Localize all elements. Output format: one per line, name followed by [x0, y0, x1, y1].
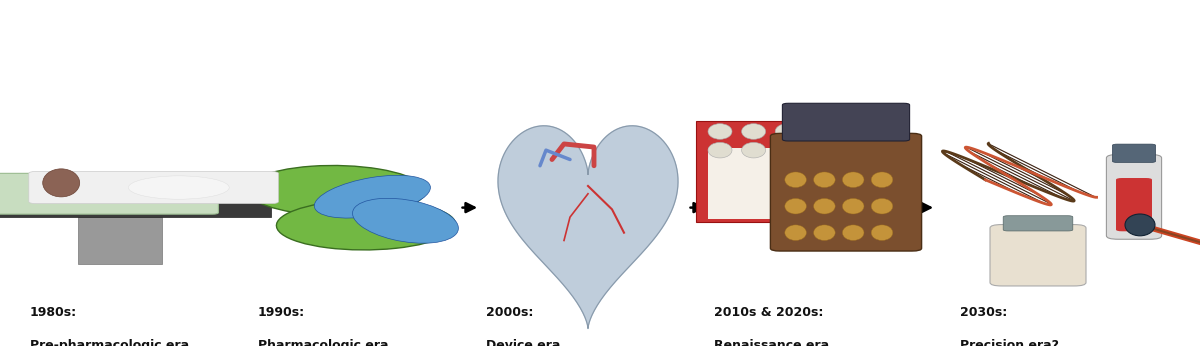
- Ellipse shape: [353, 198, 458, 243]
- FancyBboxPatch shape: [708, 148, 798, 219]
- Text: 1990s:: 1990s:: [258, 306, 305, 319]
- Text: 1980s:: 1980s:: [30, 306, 77, 319]
- Ellipse shape: [276, 200, 456, 250]
- FancyBboxPatch shape: [29, 171, 278, 203]
- Ellipse shape: [708, 124, 732, 139]
- FancyBboxPatch shape: [990, 225, 1086, 286]
- Ellipse shape: [871, 198, 893, 214]
- Polygon shape: [498, 126, 678, 328]
- Ellipse shape: [785, 225, 806, 240]
- FancyBboxPatch shape: [782, 103, 910, 141]
- Ellipse shape: [785, 198, 806, 214]
- Ellipse shape: [842, 198, 864, 214]
- Ellipse shape: [1126, 214, 1154, 236]
- Ellipse shape: [814, 225, 835, 240]
- Text: 2030s:: 2030s:: [960, 306, 1007, 319]
- Text: Renaissance era: Renaissance era: [714, 339, 829, 346]
- Ellipse shape: [128, 176, 229, 199]
- FancyBboxPatch shape: [1116, 178, 1152, 231]
- FancyBboxPatch shape: [1003, 216, 1073, 231]
- Text: 2010s & 2020s:: 2010s & 2020s:: [714, 306, 823, 319]
- Ellipse shape: [871, 172, 893, 188]
- Ellipse shape: [775, 124, 799, 139]
- Text: 2000s:: 2000s:: [486, 306, 533, 319]
- FancyBboxPatch shape: [78, 217, 162, 264]
- Ellipse shape: [43, 169, 79, 197]
- Ellipse shape: [814, 198, 835, 214]
- FancyBboxPatch shape: [1106, 154, 1162, 239]
- Ellipse shape: [871, 225, 893, 240]
- Text: Pharmacologic era: Pharmacologic era: [258, 339, 389, 346]
- Ellipse shape: [742, 124, 766, 139]
- Ellipse shape: [775, 143, 799, 158]
- Ellipse shape: [842, 172, 864, 188]
- Ellipse shape: [742, 143, 766, 158]
- FancyBboxPatch shape: [1112, 144, 1156, 163]
- Ellipse shape: [785, 172, 806, 188]
- Text: Pre-pharmacologic era: Pre-pharmacologic era: [30, 339, 190, 346]
- Ellipse shape: [247, 165, 425, 216]
- Ellipse shape: [708, 143, 732, 158]
- Ellipse shape: [842, 225, 864, 240]
- Ellipse shape: [314, 175, 431, 218]
- Text: Precision era?: Precision era?: [960, 339, 1060, 346]
- Text: Device era: Device era: [486, 339, 560, 346]
- FancyBboxPatch shape: [770, 133, 922, 251]
- FancyBboxPatch shape: [0, 173, 271, 217]
- Ellipse shape: [814, 172, 835, 188]
- FancyBboxPatch shape: [696, 121, 816, 222]
- FancyBboxPatch shape: [0, 173, 218, 214]
